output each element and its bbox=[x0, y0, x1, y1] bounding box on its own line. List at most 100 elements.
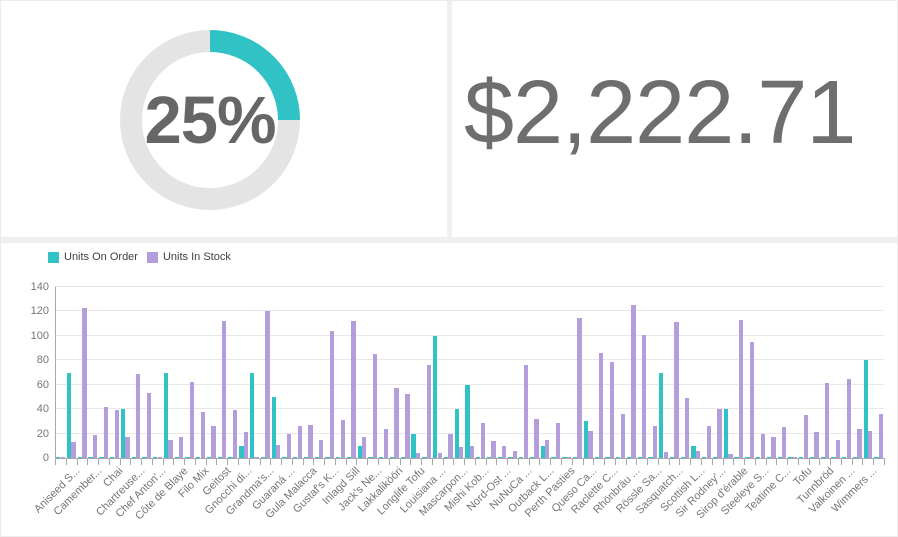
bar-units-in-stock[interactable] bbox=[405, 394, 410, 458]
bar-units-in-stock[interactable] bbox=[609, 361, 615, 458]
bar-units-on-order[interactable] bbox=[572, 456, 578, 458]
bar-units-on-order[interactable] bbox=[325, 456, 330, 458]
bar-units-in-stock[interactable] bbox=[706, 426, 711, 458]
bar-units-in-stock[interactable] bbox=[362, 437, 367, 458]
bar-units-on-order[interactable] bbox=[508, 456, 513, 458]
bar-units-on-order[interactable] bbox=[217, 456, 222, 458]
bar-units-on-order[interactable] bbox=[357, 445, 362, 458]
bar-units-on-order[interactable] bbox=[745, 456, 750, 458]
bar-units-on-order[interactable] bbox=[712, 456, 718, 458]
bar-units-on-order[interactable] bbox=[616, 456, 621, 458]
bar-units-on-order[interactable] bbox=[691, 445, 696, 458]
bar-units-in-stock[interactable] bbox=[437, 453, 442, 458]
bar-units-on-order[interactable] bbox=[820, 456, 825, 458]
bar-units-in-stock[interactable] bbox=[491, 440, 496, 458]
bar-units-on-order[interactable] bbox=[131, 456, 136, 458]
bar-units-on-order[interactable] bbox=[368, 456, 373, 458]
bar-units-in-stock[interactable] bbox=[728, 454, 733, 458]
bar-units-on-order[interactable] bbox=[497, 456, 502, 458]
bar-units-on-order[interactable] bbox=[637, 456, 642, 458]
bar-units-on-order[interactable] bbox=[153, 456, 158, 458]
bar-units-on-order[interactable] bbox=[777, 456, 782, 458]
bar-units-in-stock[interactable] bbox=[211, 426, 216, 458]
bar-units-on-order[interactable] bbox=[831, 456, 836, 458]
bar-units-in-stock[interactable] bbox=[523, 365, 528, 458]
bar-units-in-stock[interactable] bbox=[749, 341, 755, 458]
bar-units-in-stock[interactable] bbox=[771, 437, 776, 458]
bar-units-on-order[interactable] bbox=[185, 456, 190, 458]
bar-units-on-order[interactable] bbox=[583, 421, 589, 458]
bar-units-in-stock[interactable] bbox=[803, 415, 808, 458]
bar-units-on-order[interactable] bbox=[346, 456, 352, 458]
bar-units-on-order[interactable] bbox=[809, 456, 815, 458]
bar-units-on-order[interactable] bbox=[540, 445, 545, 458]
bar-units-in-stock[interactable] bbox=[685, 398, 690, 458]
bar-units-in-stock[interactable] bbox=[394, 388, 399, 458]
bar-units-on-order[interactable] bbox=[163, 372, 169, 458]
bar-units-on-order[interactable] bbox=[863, 360, 868, 458]
bar-units-on-order[interactable] bbox=[788, 456, 793, 458]
progress-donut[interactable]: 25% bbox=[120, 30, 300, 210]
bar-units-on-order[interactable] bbox=[206, 456, 212, 458]
bar-units-in-stock[interactable] bbox=[868, 431, 873, 458]
bar-units-on-order[interactable] bbox=[271, 396, 276, 458]
bar-units-on-order[interactable] bbox=[605, 456, 610, 458]
bar-units-on-order[interactable] bbox=[239, 445, 244, 458]
bar-units-on-order[interactable] bbox=[336, 456, 341, 458]
bar-units-in-stock[interactable] bbox=[103, 406, 109, 458]
bar-units-in-stock[interactable] bbox=[308, 425, 313, 458]
bar-units-on-order[interactable] bbox=[551, 456, 556, 458]
bar-units-in-stock[interactable] bbox=[738, 319, 744, 458]
bar-units-on-order[interactable] bbox=[465, 384, 470, 458]
bar-units-in-stock[interactable] bbox=[545, 439, 550, 458]
bar-units-on-order[interactable] bbox=[529, 456, 535, 458]
bar-units-on-order[interactable] bbox=[594, 456, 599, 458]
bar-units-on-order[interactable] bbox=[648, 456, 653, 458]
bar-units-in-stock[interactable] bbox=[588, 431, 593, 458]
bar-units-on-order[interactable] bbox=[293, 456, 298, 458]
bar-units-in-stock[interactable] bbox=[469, 445, 475, 458]
bar-units-in-stock[interactable] bbox=[846, 378, 851, 458]
bar-units-in-stock[interactable] bbox=[599, 352, 604, 458]
bar-units-in-stock[interactable] bbox=[825, 383, 830, 458]
bar-units-on-order[interactable] bbox=[249, 372, 255, 458]
bar-units-in-stock[interactable] bbox=[329, 330, 335, 458]
legend-item-units-in-stock[interactable]: Units In Stock bbox=[146, 251, 231, 263]
bar-units-in-stock[interactable] bbox=[146, 393, 152, 458]
bar-units-on-order[interactable] bbox=[669, 456, 675, 458]
bar-units-on-order[interactable] bbox=[389, 456, 395, 458]
bar-units-on-order[interactable] bbox=[260, 456, 266, 458]
bar-units-on-order[interactable] bbox=[120, 409, 126, 458]
bar-units-in-stock[interactable] bbox=[92, 434, 98, 458]
bar-units-in-stock[interactable] bbox=[383, 428, 388, 458]
bar-units-in-stock[interactable] bbox=[555, 422, 561, 458]
bar-units-in-stock[interactable] bbox=[480, 422, 485, 458]
bar-units-in-stock[interactable] bbox=[243, 432, 249, 458]
bar-units-on-order[interactable] bbox=[723, 409, 728, 458]
bar-units-on-order[interactable] bbox=[77, 456, 83, 458]
bar-units-on-order[interactable] bbox=[433, 335, 438, 458]
bar-units-on-order[interactable] bbox=[476, 456, 481, 458]
bar-units-in-stock[interactable] bbox=[674, 322, 679, 458]
bar-units-in-stock[interactable] bbox=[71, 442, 76, 458]
bar-units-in-stock[interactable] bbox=[114, 410, 119, 458]
bar-units-on-order[interactable] bbox=[303, 456, 309, 458]
bar-units-in-stock[interactable] bbox=[168, 439, 173, 458]
bar-units-in-stock[interactable] bbox=[782, 427, 787, 458]
bar-units-in-stock[interactable] bbox=[652, 426, 658, 458]
bar-units-in-stock[interactable] bbox=[222, 321, 227, 458]
bar-units-on-order[interactable] bbox=[454, 409, 459, 458]
bar-units-in-stock[interactable] bbox=[351, 321, 356, 458]
bar-units-on-order[interactable] bbox=[680, 456, 685, 458]
bar-units-on-order[interactable] bbox=[659, 372, 664, 458]
bar-units-on-order[interactable] bbox=[411, 433, 416, 458]
bar-units-in-stock[interactable] bbox=[136, 373, 141, 458]
bar-units-in-stock[interactable] bbox=[577, 317, 582, 458]
bar-units-in-stock[interactable] bbox=[179, 437, 184, 458]
bar-units-on-order[interactable] bbox=[422, 456, 427, 458]
bar-units-on-order[interactable] bbox=[443, 456, 449, 458]
bar-units-in-stock[interactable] bbox=[286, 433, 292, 458]
bar-units-in-stock[interactable] bbox=[189, 382, 195, 458]
bar-units-on-order[interactable] bbox=[734, 456, 739, 458]
bar-units-in-stock[interactable] bbox=[125, 437, 130, 458]
